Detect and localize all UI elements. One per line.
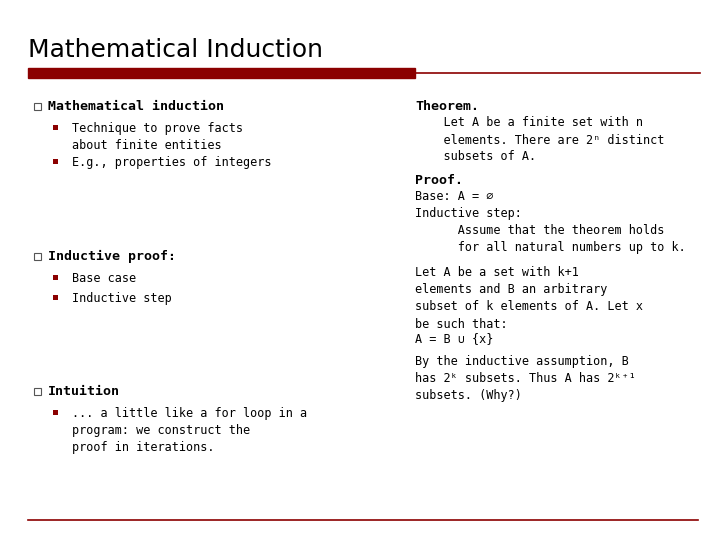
Bar bbox=[28, 68, 415, 78]
Text: Proof.: Proof. bbox=[415, 174, 463, 187]
Text: Assume that the theorem holds
      for all natural numbers up to k.: Assume that the theorem holds for all na… bbox=[415, 224, 685, 253]
Text: Let A be a set with k+1
elements and B an arbitrary
subset of k elements of A. L: Let A be a set with k+1 elements and B a… bbox=[415, 267, 643, 330]
Bar bbox=[53, 409, 58, 415]
Text: Inductive step:: Inductive step: bbox=[415, 207, 522, 220]
Text: A = B ∪ {x}: A = B ∪ {x} bbox=[415, 333, 493, 346]
Text: Inductive step: Inductive step bbox=[72, 292, 172, 305]
Text: Technique to prove facts
about finite entities: Technique to prove facts about finite en… bbox=[72, 122, 243, 152]
Bar bbox=[34, 388, 40, 395]
Text: ... a little like a for loop in a
program: we construct the
proof in iterations.: ... a little like a for loop in a progra… bbox=[72, 407, 307, 454]
Bar bbox=[34, 253, 40, 260]
Bar bbox=[53, 125, 58, 130]
Text: Mathematical Induction: Mathematical Induction bbox=[28, 38, 323, 62]
Text: Intuition: Intuition bbox=[48, 385, 120, 398]
Text: Inductive proof:: Inductive proof: bbox=[48, 250, 176, 263]
Text: Base: A = ∅: Base: A = ∅ bbox=[415, 191, 493, 204]
Text: E.g., properties of integers: E.g., properties of integers bbox=[72, 156, 271, 169]
Bar bbox=[53, 294, 58, 300]
Bar bbox=[53, 274, 58, 280]
Text: By the inductive assumption, B
has 2ᵏ subsets. Thus A has 2ᵏ⁺¹
subsets. (Why?): By the inductive assumption, B has 2ᵏ su… bbox=[415, 355, 636, 402]
Text: Base case: Base case bbox=[72, 272, 136, 285]
Text: Mathematical induction: Mathematical induction bbox=[48, 100, 224, 113]
Text: Let A be a finite set with n
    elements. There are 2ⁿ distinct
    subsets of : Let A be a finite set with n elements. T… bbox=[415, 117, 665, 164]
Text: Theorem.: Theorem. bbox=[415, 100, 479, 113]
Bar bbox=[53, 159, 58, 164]
Bar bbox=[34, 103, 40, 110]
